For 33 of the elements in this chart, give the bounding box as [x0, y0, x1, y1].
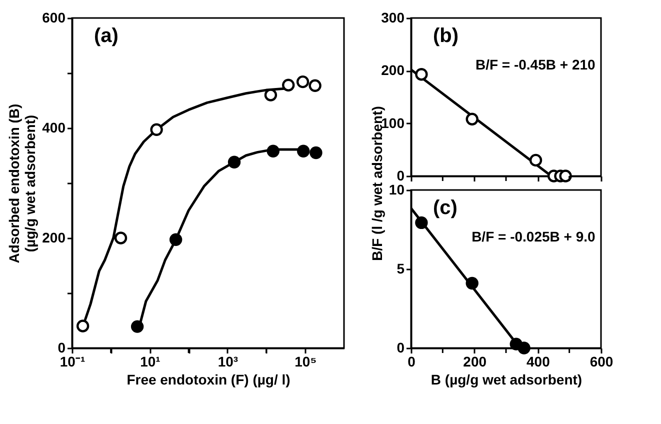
y-tick-label: 5: [396, 260, 405, 276]
point: [466, 276, 478, 290]
y-tick-label: 300: [381, 10, 405, 26]
point: [415, 216, 428, 230]
point: [518, 342, 530, 354]
y-tick-label: 10: [388, 182, 405, 198]
x-tick-label: 400: [526, 354, 550, 370]
point: [466, 112, 478, 126]
x-axis-title: Free endotoxin (F) (µg/ l): [126, 372, 290, 388]
annotation: (c): [433, 197, 458, 219]
x-tick-label: 10⁻¹: [60, 354, 86, 370]
point: [415, 68, 428, 81]
x-axis-title: B (µg/g wet adsorbent): [430, 372, 582, 388]
x-tick-label: 10³: [218, 354, 238, 370]
x-tick-label: 600: [590, 354, 614, 370]
x-tick-label: 0: [408, 354, 416, 370]
y-tick-label: 0: [396, 340, 405, 356]
x-tick-label: 10¹: [140, 354, 161, 370]
annotation: (a): [94, 25, 118, 47]
y-tick-label: 400: [42, 120, 66, 136]
y-tick-label: 0: [396, 168, 405, 184]
y-tick-label: 0: [58, 340, 66, 356]
annotation: B/F = -0.45B + 210: [475, 56, 596, 72]
y-axis-title: Adsorbed endotoxin (B) (µg/g wet adsorbent): [6, 104, 38, 264]
y-tick-label: 600: [42, 10, 66, 26]
y-tick-label: 200: [381, 62, 405, 78]
y-tick-label: 200: [42, 230, 66, 246]
point: [529, 154, 542, 167]
point: [559, 170, 572, 182]
annotation: (b): [433, 25, 459, 47]
x-tick-label: 10⁵: [294, 354, 317, 370]
x-tick-label: 200: [463, 354, 487, 370]
annotation: B/F = -0.025B + 9.0: [472, 228, 596, 244]
